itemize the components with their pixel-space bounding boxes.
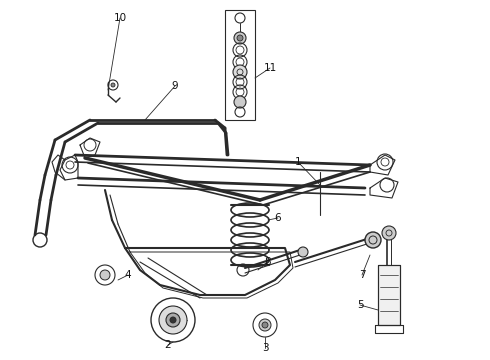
Text: 2: 2: [165, 340, 172, 350]
Text: 6: 6: [275, 213, 281, 223]
Circle shape: [234, 32, 246, 44]
Text: 11: 11: [264, 63, 277, 73]
Text: 4: 4: [124, 270, 131, 280]
Circle shape: [166, 313, 180, 327]
Bar: [225, 10, 255, 120]
Circle shape: [262, 322, 268, 328]
Circle shape: [159, 306, 187, 334]
Circle shape: [234, 96, 246, 108]
Circle shape: [382, 226, 396, 240]
Text: 5: 5: [357, 300, 363, 310]
Circle shape: [259, 319, 271, 331]
Text: 10: 10: [114, 13, 126, 23]
Circle shape: [237, 35, 243, 41]
Text: 7: 7: [359, 270, 366, 280]
Text: 1: 1: [294, 157, 301, 167]
Text: 8: 8: [265, 257, 271, 267]
Bar: [378, 265, 400, 325]
Circle shape: [100, 270, 110, 280]
Bar: [378, 265, 400, 325]
Text: 3: 3: [262, 343, 269, 353]
Circle shape: [111, 83, 115, 87]
Circle shape: [233, 65, 247, 79]
Circle shape: [298, 247, 308, 257]
Circle shape: [365, 232, 381, 248]
Text: 9: 9: [172, 81, 178, 91]
Circle shape: [170, 317, 176, 323]
